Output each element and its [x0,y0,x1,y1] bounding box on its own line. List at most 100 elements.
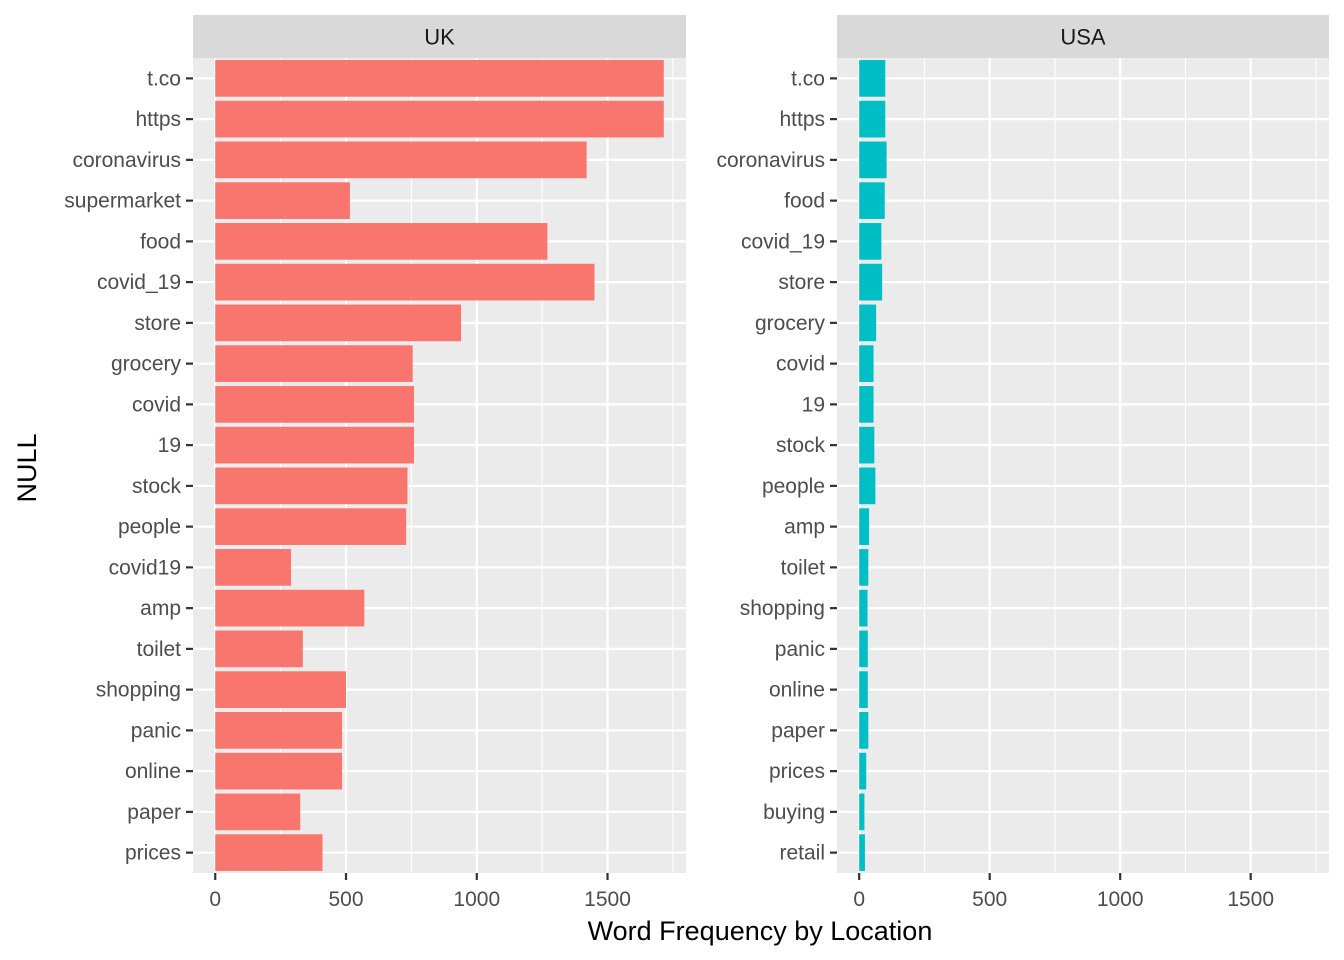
x-tick-label: 0 [209,888,221,911]
y-tick-label: people [118,516,181,539]
y-tick-label: panic [131,719,181,742]
y-tick-label: toilet [137,638,182,661]
y-tick-label: toilet [781,556,826,579]
y-tick-label: shopping [740,597,825,620]
facet-panel: USA t.co https coronavirus food covid_19store… [716,15,1329,911]
bar [859,60,886,97]
y-tick-label: food [784,190,825,213]
bar [215,141,587,179]
y-tick-label: grocery [755,312,826,335]
facet-panels: UK t.co https coronavirus supermarket food cov… [64,15,1329,911]
bar [215,508,407,545]
bar [215,345,413,382]
bar [215,263,595,301]
y-tick-label: amp [140,597,181,620]
bar [215,223,548,260]
y-tick-label: https [779,108,825,131]
y-tick-label: covid19 [109,556,181,579]
bar [859,671,868,708]
x-tick-label: 500 [328,888,363,911]
y-tick-label: online [769,679,825,702]
y-tick-label: prices [769,760,825,783]
bar [859,793,865,831]
bar [215,834,323,871]
x-tick-label: 1500 [1227,888,1274,911]
facet-strip-label: USA [1060,25,1106,50]
panel-background [193,58,686,873]
bar [215,752,343,790]
y-tick-label: amp [784,516,825,539]
y-tick-label: buying [763,801,825,824]
y-tick-label: coronavirus [72,149,181,172]
y-tick-label: panic [775,638,825,661]
x-tick-label: 500 [972,888,1007,911]
bar [215,589,365,627]
y-tick-label: covid [776,353,825,376]
bar [215,793,301,831]
bar [859,549,869,586]
facet-strip [193,15,686,58]
bar [215,60,664,97]
y-tick-label: shopping [96,679,181,702]
bar [859,508,870,545]
panel-background [837,58,1329,873]
y-tick-label: https [135,108,181,131]
facet-strip [837,15,1329,58]
x-tick-label: 1500 [584,888,631,911]
bar [859,712,869,749]
y-tick-label: supermarket [64,190,181,213]
x-tick-label: 1000 [453,888,500,911]
y-tick-label: grocery [111,353,182,376]
bar [859,834,865,871]
x-axis-title: Word Frequency by Location [588,916,933,946]
y-tick-label: paper [771,719,825,742]
bar [859,752,867,790]
y-tick-label: covid [132,393,181,416]
bar [859,345,874,382]
bar [859,386,874,423]
bar [859,141,887,179]
y-tick-label: store [778,271,825,294]
y-tick-label: t.co [791,67,825,90]
x-tick-label: 0 [853,888,865,911]
bar [215,671,346,708]
y-tick-label: online [125,760,181,783]
bar [215,386,414,423]
y-tick-label: stock [132,475,182,498]
y-tick-label: store [134,312,181,335]
bar [859,467,876,505]
facet-panel: UK t.co https coronavirus supermarket food cov… [64,15,686,911]
y-tick-label: people [762,475,825,498]
y-tick-label: 19 [802,393,825,416]
bar [215,304,462,342]
bar [215,426,414,464]
y-tick-label: prices [125,842,181,865]
bar [859,223,882,260]
bar [859,263,883,301]
y-tick-label: t.co [147,67,181,90]
bar [859,182,885,219]
bar [215,549,292,586]
bar [859,589,868,627]
y-tick-label: covid_19 [97,271,181,294]
y-axis-title: NULL [12,433,42,502]
y-tick-label: 19 [158,434,181,457]
y-tick-label: paper [127,801,181,824]
y-tick-label: covid_19 [741,230,825,253]
bar [859,426,875,464]
bar [859,630,868,668]
facet-strip-label: UK [424,25,455,50]
x-tick-label: 1000 [1097,888,1144,911]
bar [215,630,303,668]
bar [215,467,408,505]
bar [215,100,664,138]
bar [215,712,343,749]
bar [859,100,886,138]
y-tick-label: stock [776,434,826,457]
y-tick-label: retail [779,842,825,865]
bar [859,304,877,342]
y-tick-label: food [140,230,181,253]
y-tick-label: coronavirus [716,149,825,172]
bar [215,182,350,219]
